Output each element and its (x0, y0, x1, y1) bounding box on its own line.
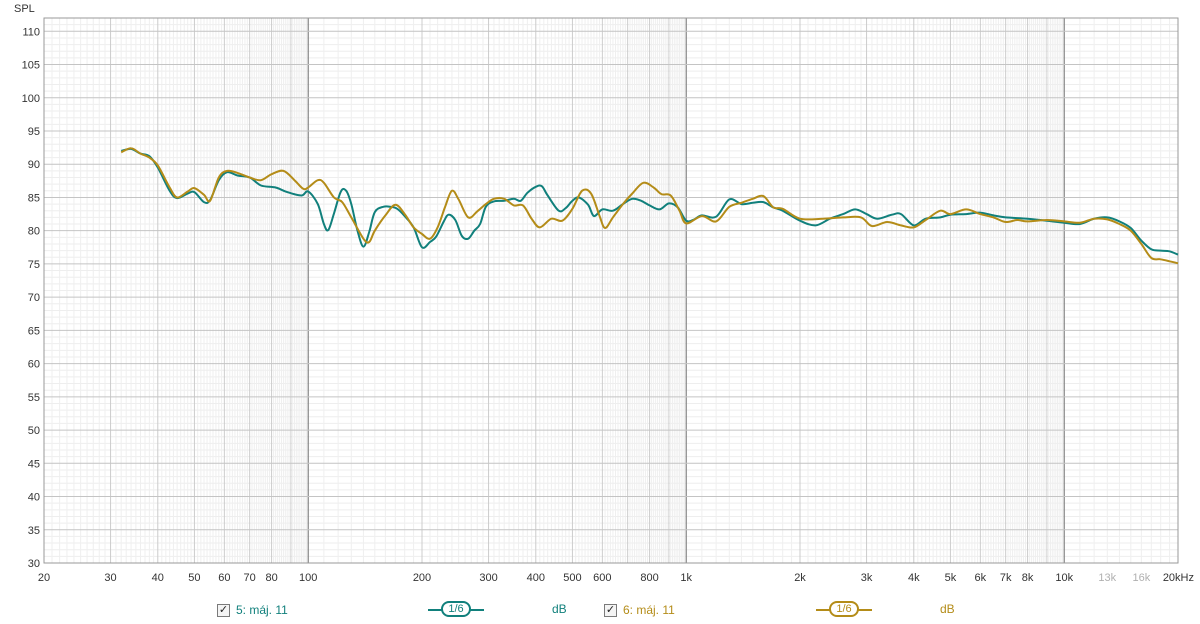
series-2-checkbox[interactable]: ✓ (604, 603, 617, 617)
y-tick-label: 75 (28, 259, 40, 271)
x-tick-label: 70 (244, 572, 256, 584)
y-tick-label: 55 (28, 392, 40, 404)
x-tick-label: 20kHz (1163, 572, 1194, 584)
axes: 30 35 40 45 50 55 60 65 70 75 80 85 90 95 100 105 110 20 3… (22, 26, 1194, 584)
x-tick-label: 10k (1055, 572, 1073, 584)
x-tick-label: 16k (1132, 572, 1150, 584)
x-tick-label: 8k (1022, 572, 1034, 584)
x-tick-label: 6k (975, 572, 987, 584)
y-tick-label: 100 (22, 93, 40, 105)
series-1-checkbox[interactable]: ✓ (217, 603, 230, 617)
series-1-label: 5: máj. 11 (236, 603, 288, 617)
x-tick-label: 4k (908, 572, 920, 584)
y-tick-label: 35 (28, 525, 40, 537)
x-tick-label: 20 (38, 572, 50, 584)
y-tick-label: 65 (28, 325, 40, 337)
x-tick-label: 2k (794, 572, 806, 584)
x-tick-label: 13k (1098, 572, 1116, 584)
series-1-smoothing-button[interactable]: 1/6 (441, 601, 471, 617)
y-tick-label: 105 (22, 60, 40, 72)
x-tick-label: 60 (218, 572, 230, 584)
y-tick-label: 50 (28, 425, 40, 437)
y-tick-label: 95 (28, 126, 40, 138)
legend-item-series-1[interactable]: ✓ 5: máj. 11 (217, 600, 288, 620)
x-tick-label: 80 (265, 572, 277, 584)
x-tick-label: 40 (152, 572, 164, 584)
x-tick-label: 30 (104, 572, 116, 584)
series-lines (120, 147, 1179, 265)
series-2-unit: dB (940, 602, 955, 616)
y-axis-label: SPL (14, 3, 35, 15)
series-2-smoothing-button[interactable]: 1/6 (829, 601, 859, 617)
x-tick-label: 100 (299, 572, 317, 584)
y-tick-label: 90 (28, 159, 40, 171)
x-tick-label: 1k (680, 572, 692, 584)
x-tick-label: 200 (413, 572, 431, 584)
y-tick-label: 45 (28, 458, 40, 470)
y-tick-label: 60 (28, 359, 40, 371)
x-tick-label: 50 (188, 572, 200, 584)
y-tick-label: 70 (28, 292, 40, 304)
series-2-label: 6: máj. 11 (623, 603, 675, 617)
x-tick-label: 5k (945, 572, 957, 584)
y-tick-label: 40 (28, 492, 40, 504)
legend-item-series-2[interactable]: ✓ 6: máj. 11 (604, 600, 675, 620)
y-tick-label: 110 (22, 26, 40, 38)
series-line-2 (120, 147, 1179, 265)
grid-lines (43, 17, 1179, 564)
x-tick-label: 800 (640, 572, 658, 584)
series-1-unit: dB (552, 602, 567, 616)
plot-frame (43, 17, 1179, 564)
series-line-1 (120, 147, 1179, 256)
y-tick-label: 30 (28, 558, 40, 570)
y-tick-label: 80 (28, 226, 40, 238)
x-tick-label: 400 (527, 572, 545, 584)
x-tick-label: 300 (479, 572, 497, 584)
x-tick-label: 500 (563, 572, 581, 584)
x-tick-label: 3k (861, 572, 873, 584)
x-tick-label: 600 (593, 572, 611, 584)
x-tick-label: 7k (1000, 572, 1012, 584)
y-tick-label: 85 (28, 192, 40, 204)
